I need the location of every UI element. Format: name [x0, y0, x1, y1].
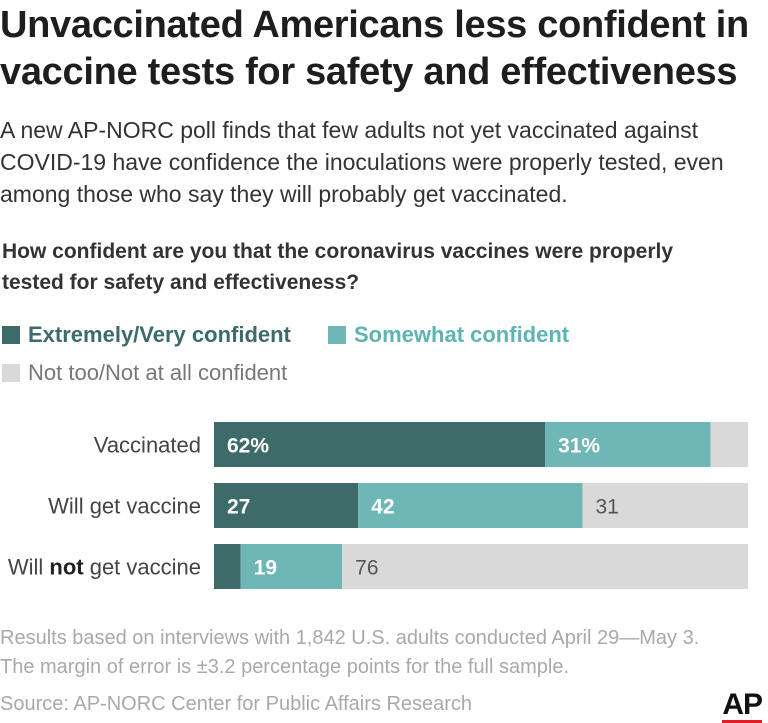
legend-item-not-too: Not too/Not at all confident: [2, 360, 287, 386]
legend-label-extremely-very: Extremely/Very confident: [28, 322, 291, 347]
category-label-2: Will not get vaccine: [8, 555, 201, 580]
title-line-2: vaccine tests for safety and effectivene…: [0, 51, 738, 93]
ap-logo-text: AP: [722, 688, 763, 721]
title-line-1: Unvaccinated Americans less confident in: [0, 4, 749, 46]
survey-question: How confident are you that the coronavir…: [2, 236, 742, 298]
footer-note-2: The margin of error is ±3.2 percentage p…: [0, 656, 570, 678]
data-label-1-1: 42: [371, 496, 394, 519]
legend-item-somewhat: Somewhat confident: [328, 322, 569, 348]
data-label-1-2: 31: [595, 496, 618, 519]
question-line-2: tested for safety and effectiveness?: [2, 271, 360, 294]
data-label-2-2: 76: [355, 557, 378, 580]
category-label-0: Vaccinated: [94, 433, 201, 458]
legend-item-extremely-very: Extremely/Very confident: [2, 322, 291, 348]
chart-title: Unvaccinated Americans less confident in…: [0, 2, 768, 96]
legend-swatch-somewhat: [328, 326, 346, 344]
source-line: Source: AP-NORC Center for Public Affair…: [0, 693, 473, 715]
data-label-2-1: 19: [254, 557, 277, 580]
data-label-1-0: 27: [227, 496, 250, 519]
bar-0-2: [710, 422, 748, 467]
legend-swatch-extremely-very: [2, 326, 20, 344]
bar-1-2: [582, 483, 748, 528]
legend-swatch-not-too: [2, 364, 20, 382]
legend-label-not-too: Not too/Not at all confident: [28, 360, 288, 385]
legend-label-somewhat: Somewhat confident: [354, 322, 570, 347]
data-label-0-0: 62%: [227, 435, 269, 458]
bar-2-2: [342, 544, 748, 589]
bar-1-0: [214, 483, 359, 528]
bar-2-0: [214, 544, 241, 589]
bar-2-1: [240, 544, 343, 589]
stacked-bar-chart: Vaccinated 62% 31% Will get vaccine 27 42 31 Wi…: [8, 422, 748, 589]
ap-logo: AP: [722, 688, 763, 723]
category-label-1: Will get vaccine: [48, 494, 201, 519]
bar-0-0: [214, 422, 546, 467]
data-label-0-1: 31%: [558, 435, 600, 458]
question-line-1: How confident are you that the coronavir…: [2, 240, 674, 263]
ap-logo-underline: [722, 720, 762, 723]
footer-note-1: Results based on interviews with 1,842 U…: [0, 627, 700, 649]
subtitle-line-2: COVID-19 have confidence the inoculation…: [0, 149, 724, 175]
bar-1-1: [358, 483, 583, 528]
bar-0-1: [545, 422, 711, 467]
subtitle-line-1: A new AP-NORC poll finds that few adults…: [0, 117, 699, 143]
chart-subtitle: A new AP-NORC poll finds that few adults…: [0, 114, 760, 210]
subtitle-line-3: among those who say they will probably g…: [0, 181, 568, 207]
